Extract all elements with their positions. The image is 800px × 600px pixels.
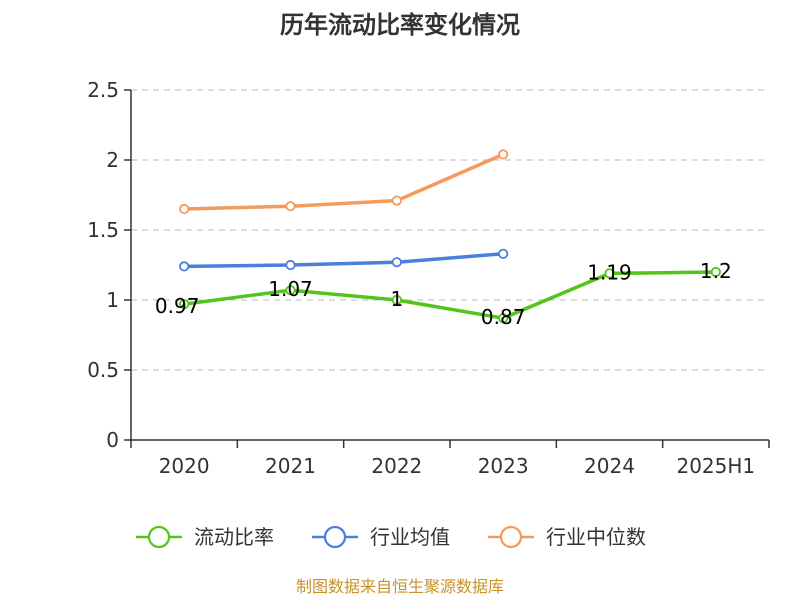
x-tick-label: 2024: [584, 454, 635, 478]
y-tick-label: 1.5: [87, 218, 119, 242]
legend-label: 流动比率: [194, 525, 274, 549]
data-point: [285, 259, 296, 271]
data-point: [391, 294, 402, 306]
y-tick-label: 2.5: [87, 78, 119, 102]
data-point: [391, 195, 402, 206]
y-tick-label: 1: [106, 288, 119, 312]
source-label: 制图数据来自恒生聚源数据库: [296, 577, 504, 596]
legend-item: 行业中位数: [488, 525, 646, 549]
chart-title: 历年流动比率变化情况: [280, 11, 520, 39]
data-point: [179, 299, 190, 310]
legend-label: 行业均值: [370, 525, 450, 549]
data-point: [710, 266, 721, 278]
legend-item: 流动比率: [136, 525, 274, 549]
x-tick-label: 2021: [265, 454, 316, 478]
x-tick-label: 2022: [371, 454, 422, 478]
x-tick-label: 2025H1: [676, 454, 755, 478]
data-point: [604, 268, 615, 279]
series-line-2: [182, 152, 505, 211]
data-point: [498, 248, 509, 259]
legend-marker: [499, 525, 523, 549]
data-label: 1.07: [268, 277, 313, 301]
data-point: [179, 261, 190, 272]
legend-marker: [147, 525, 171, 549]
data-point: [498, 149, 509, 160]
series-line-1: [182, 252, 505, 269]
y-tick-label: 0: [106, 428, 119, 452]
x-tick-label: 2020: [159, 454, 210, 478]
data-point: [391, 257, 402, 268]
y-tick-label: 0.5: [87, 358, 119, 382]
series-line-0: [182, 270, 718, 320]
data-point: [285, 201, 296, 212]
legend-marker: [323, 525, 347, 549]
data-label: 1.19: [587, 260, 632, 284]
legend-item: 行业均值: [312, 525, 450, 549]
data-label: 1.2: [700, 259, 732, 283]
data-point: [285, 285, 296, 296]
data-point: [179, 203, 190, 215]
data-label: 0.97: [155, 294, 200, 318]
data-label: 1: [390, 287, 403, 311]
y-tick-label: 2: [106, 148, 119, 172]
data-point: [498, 313, 509, 324]
data-label: 0.87: [481, 305, 526, 329]
x-tick-label: 2023: [478, 454, 529, 478]
legend-label: 行业中位数: [546, 525, 646, 549]
